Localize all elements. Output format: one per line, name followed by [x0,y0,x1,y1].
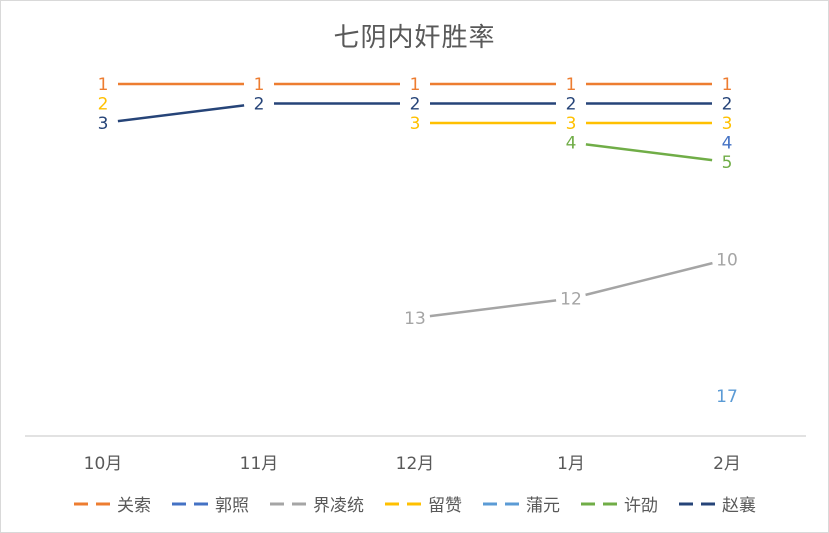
data-label: 4 [566,134,577,154]
legend-swatch [74,502,110,505]
legend-item: 赵襄 [678,491,756,516]
legend-label: 界凌统 [313,496,364,516]
legend-item: 关索 [73,491,151,516]
legend-item: 界凌统 [269,491,364,516]
series-line [429,299,557,318]
legend-label: 蒲元 [526,496,560,516]
data-label: 2 [98,95,109,115]
legend-label: 赵襄 [722,496,756,516]
legend-swatch [385,502,421,505]
data-label: 17 [716,387,738,407]
data-label: 2 [410,95,421,115]
legend-swatch [679,502,715,505]
series-line [585,261,713,297]
series-line [585,143,713,162]
series-line [117,104,245,123]
data-label: 2 [254,95,265,115]
data-label: 3 [98,114,109,134]
legend-label: 郭照 [215,496,249,516]
x-tick-label: 11月 [240,454,279,474]
legend-swatch [581,502,617,505]
x-tick-label: 12月 [396,454,435,474]
data-label: 1 [722,75,733,95]
legend: 关索 郭照 界凌统 留赞 蒲元 许劭 赵襄 [1,491,828,516]
x-tick-label: 1月 [557,454,585,474]
data-label: 3 [722,114,733,134]
data-label: 4 [722,134,733,154]
chart-title: 七阴内奸胜率 [333,23,496,53]
legend-item: 留赞 [384,491,462,516]
data-label: 13 [404,309,426,329]
data-label: 12 [560,290,582,310]
data-label: 2 [566,95,577,115]
legend-swatch [483,502,519,505]
legend-item: 蒲元 [482,491,560,516]
legend-swatch [270,502,306,505]
data-label: 1 [566,75,577,95]
legend-item: 郭照 [171,491,249,516]
legend-label: 留赞 [428,496,462,516]
data-label: 1 [410,75,421,95]
legend-label: 关索 [117,496,151,516]
data-label: 1 [98,75,109,95]
legend-swatch [172,502,208,505]
x-tick-label: 10月 [84,454,123,474]
data-label: 10 [716,251,738,271]
legend-label: 许劭 [624,496,658,516]
data-label: 5 [722,153,733,173]
data-label: 3 [566,114,577,134]
data-label: 3 [410,114,421,134]
data-label: 2 [722,95,733,115]
legend-item: 许劭 [580,491,658,516]
x-tick-label: 2月 [713,454,741,474]
data-label: 1 [254,75,265,95]
